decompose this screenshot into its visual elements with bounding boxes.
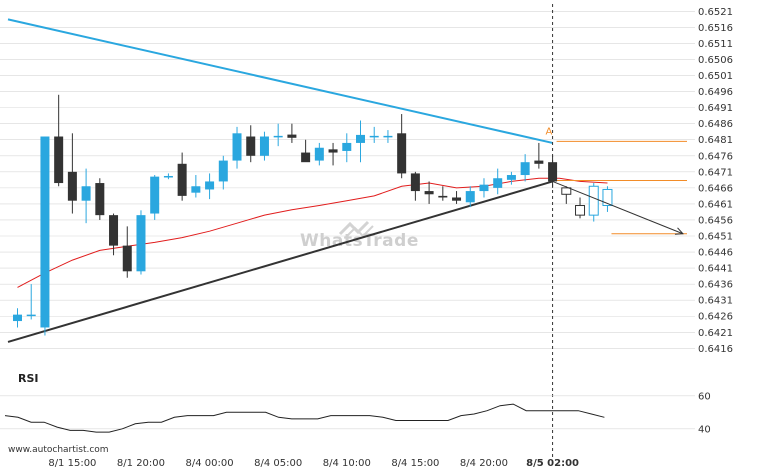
source-credit: www.autochartist.com: [8, 445, 109, 455]
candle-body: [163, 175, 173, 178]
watermark: WhatsTrade: [300, 220, 419, 251]
projection-candle-body: [602, 188, 613, 207]
candle-body: [534, 160, 544, 164]
time-tick-label: 8/4 15:00: [391, 458, 439, 469]
candle-body: [328, 149, 338, 153]
forecast-arrow-shaft: [552, 180, 684, 235]
candle-body: [122, 245, 132, 272]
candle-body: [314, 147, 324, 161]
candle-body: [287, 134, 297, 138]
price-tick-label: 0.6461: [698, 199, 733, 210]
price-tick-label: 0.6476: [698, 151, 733, 162]
candle-body: [191, 186, 201, 193]
candle-body: [397, 133, 407, 174]
rsi-panel: 60 40: [0, 391, 711, 435]
price-tick-label: 0.6491: [698, 103, 733, 114]
time-axis: 8/1 15:00 8/1 20:00 8/4 00:00 8/4 05:00 8/4 …: [48, 458, 579, 469]
candle-body: [26, 314, 36, 317]
price-tick-label: 0.6416: [698, 344, 733, 355]
candle-body: [150, 176, 160, 214]
candle-body: [95, 183, 105, 216]
candle-body: [40, 136, 50, 328]
trend-lines: [7, 18, 553, 343]
candle-body: [410, 173, 420, 192]
projection-candle-body: [588, 185, 599, 216]
candle-body: [369, 135, 379, 138]
candle-body: [438, 195, 448, 198]
price-tick-label: 0.6466: [698, 183, 733, 194]
price-tick-label: 0.6441: [698, 264, 733, 275]
candle-body: [273, 135, 283, 138]
candle-body: [465, 191, 475, 203]
signal-marker: A: [545, 127, 552, 138]
price-tick-label: 0.6426: [698, 312, 733, 323]
forecast-arrow-head: [674, 227, 684, 235]
candle-body: [232, 133, 242, 161]
price-tick-label: 0.6431: [698, 296, 733, 307]
candle-body: [452, 197, 462, 201]
time-tick-label: 8/4 00:00: [186, 458, 234, 469]
price-tick-label: 0.6446: [698, 248, 733, 259]
price-tick-label: 0.6511: [698, 39, 733, 50]
candle-body: [506, 175, 516, 180]
time-tick-label: 8/1 20:00: [117, 458, 165, 469]
projection-candle-body: [561, 187, 572, 195]
candle-body: [13, 314, 22, 322]
price-tick-label: 0.6456: [698, 215, 733, 226]
candle-body: [479, 184, 489, 192]
candle-body: [301, 152, 311, 163]
price-tick-label: 0.6501: [698, 71, 733, 82]
candles: [13, 94, 558, 336]
price-tick-label: 0.6521: [698, 7, 733, 18]
candle-body: [520, 162, 530, 176]
moving-average-line: [17, 177, 608, 288]
candle-body: [177, 163, 187, 196]
resistance-line: [7, 18, 553, 144]
candle-body: [548, 162, 558, 182]
candle-body: [205, 181, 215, 190]
candle-body: [81, 186, 91, 201]
rsi-tick-label: 40: [698, 424, 711, 435]
candle-body: [109, 215, 119, 246]
candle-body: [218, 160, 228, 182]
projection-candles: [561, 183, 613, 222]
price-grid: [0, 11, 695, 349]
price-tick-label: 0.6486: [698, 119, 733, 130]
candle-body: [356, 134, 365, 143]
price-tick-label: 0.6481: [698, 135, 733, 146]
projection-candle-body: [575, 205, 586, 216]
price-tick-label: 0.6421: [698, 328, 733, 339]
time-tick-label: 8/4 20:00: [460, 458, 508, 469]
candle-body: [136, 215, 146, 272]
candle-body: [67, 171, 77, 201]
rsi-title: RSI: [18, 372, 39, 385]
price-tick-label: 0.6496: [698, 87, 733, 98]
time-tick-label: 8/4 10:00: [323, 458, 371, 469]
rsi-tick-label: 60: [698, 391, 711, 402]
price-tick-label: 0.6451: [698, 232, 733, 243]
candle-body: [342, 142, 352, 151]
time-tick-label: 8/4 05:00: [254, 458, 302, 469]
time-tick-label: 8/5 02:00: [526, 458, 579, 469]
price-axis: 0.6521 0.6516 0.6511 0.6506 0.6501 0.6496 0.64…: [698, 7, 733, 355]
watermark-text: WhatsTrade: [300, 231, 419, 251]
candle-body: [54, 136, 64, 184]
rsi-line: [4, 403, 605, 433]
candle-body: [259, 136, 269, 156]
candle-body: [383, 135, 393, 138]
forecast-arrow: A: [545, 127, 684, 235]
forecast-levels: [556, 140, 687, 235]
moving-average: [17, 177, 608, 288]
price-tick-label: 0.6516: [698, 23, 733, 34]
candle-body: [424, 191, 434, 195]
support-line: [7, 180, 553, 343]
price-tick-label: 0.6436: [698, 280, 733, 291]
candle-body: [493, 178, 503, 188]
price-tick-label: 0.6506: [698, 55, 733, 66]
time-tick-label: 8/1 15:00: [48, 458, 96, 469]
candle-body: [246, 136, 256, 156]
watermark-logo-icon: [338, 220, 374, 239]
price-tick-label: 0.6471: [698, 167, 733, 178]
